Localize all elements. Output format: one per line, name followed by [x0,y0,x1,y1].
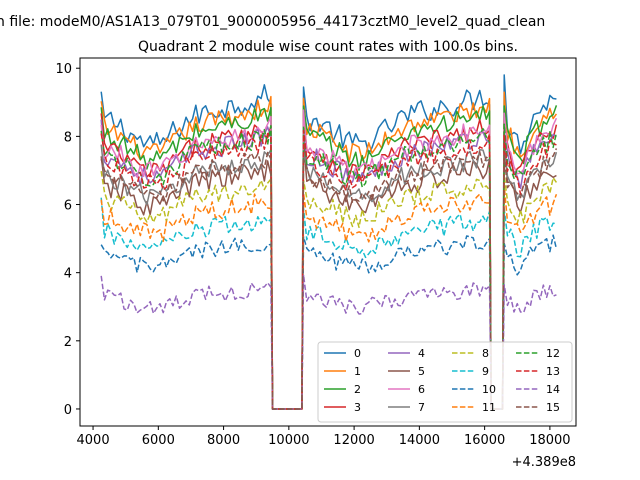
axes-layer: 4000 6000 8000 10000 12000 14000 16000 18000 0 2 4… [55,57,577,448]
x-tick-label: 4000 [77,433,110,448]
legend-label-2: 2 [354,383,361,396]
series-line-14 [100,273,557,410]
y-tick-label: 6 [64,199,72,214]
series-layer [100,74,558,410]
y-tick-label: 4 [64,267,72,282]
series-line-10 [100,234,558,410]
legend-label-8: 8 [482,347,489,360]
series-line-15 [100,148,558,410]
series-line-11 [100,184,558,410]
legend-label-5: 5 [418,365,425,378]
x-offset-label: +4.389e8 [512,455,576,470]
y-tick-label: 2 [64,335,72,350]
legend-box [317,341,573,423]
y-tick-label: 0 [64,403,72,418]
legend-label-7: 7 [418,401,425,414]
x-tick-label: 14000 [399,433,440,448]
x-tick-label: 8000 [207,433,240,448]
y-tick-label: 10 [55,62,72,77]
legend-label-12: 12 [546,347,560,360]
legend-label-6: 6 [418,383,425,396]
chart-title: Quadrant 2 module wise count rates with … [138,39,518,55]
series-line-9 [100,197,557,410]
x-tick-label: 10000 [268,433,309,448]
x-tick-label: 18000 [529,433,570,448]
legend-label-1: 1 [354,365,361,378]
series-line-4 [100,119,557,410]
legend-label-14: 14 [546,383,560,396]
x-tick-label: 16000 [464,433,505,448]
x-tick-label: 12000 [333,433,374,448]
series-line-3 [100,113,558,410]
axes-frame [79,57,577,427]
series-line-13 [100,129,557,410]
y-tick-label: 8 [64,130,72,145]
legend-label-0: 0 [354,347,361,360]
legend-label-3: 3 [354,401,361,414]
series-line-2 [100,105,558,410]
legend-label-13: 13 [546,365,560,378]
figure-suptitle: n file: modeM0/AS1A13_079T01_9000005956_… [0,14,545,30]
legend-label-4: 4 [418,347,425,360]
legend-label-9: 9 [482,365,489,378]
series-line-0 [100,74,557,410]
legend-label-15: 15 [546,401,560,414]
series-line-7 [100,139,558,410]
series-line-8 [100,171,558,410]
x-tick-label: 6000 [142,433,175,448]
series-line-12 [100,123,558,410]
legend-label-10: 10 [482,383,496,396]
legend-label-11: 11 [482,401,496,414]
